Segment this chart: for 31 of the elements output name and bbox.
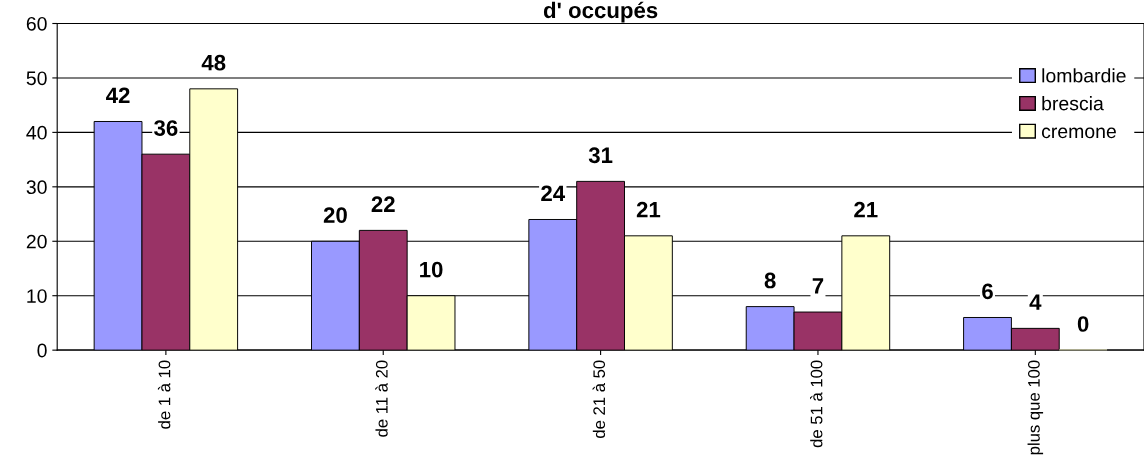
y-tick-label: 20 — [26, 234, 47, 249]
data-label: 10 — [420, 261, 443, 278]
legend-label: lombardie — [1042, 68, 1126, 83]
y-tick-label: 40 — [26, 125, 47, 140]
x-tick-label: de 11 à 20 — [375, 360, 388, 437]
legend-label: brescia — [1042, 96, 1104, 111]
data-label: 42 — [106, 87, 130, 103]
data-label: 0 — [1077, 316, 1089, 332]
x-tick-label: de 21 à 50 — [592, 360, 606, 438]
data-label: 36 — [154, 120, 178, 136]
data-label: 7 — [812, 278, 824, 294]
data-label: 22 — [371, 196, 395, 212]
data-label: 6 — [982, 283, 993, 300]
y-tick-label: 0 — [37, 343, 47, 358]
data-label: 21 — [854, 201, 878, 218]
chart-title: d' occupés — [543, 1, 658, 23]
legend-label: cremone — [1041, 127, 1116, 139]
x-tick-label: plus que 100 — [1027, 360, 1044, 455]
data-label: 4 — [1029, 294, 1042, 310]
data-label: 31 — [588, 147, 613, 164]
data-label: 8 — [764, 272, 776, 289]
y-tick-label: 60 — [26, 16, 47, 31]
y-tick-label: 30 — [26, 180, 47, 195]
data-label: 24 — [541, 185, 566, 201]
data-label: 20 — [323, 207, 347, 223]
data-label: 21 — [636, 201, 661, 218]
x-tick-label: de 51 à 100 — [810, 360, 823, 448]
y-tick-label: 50 — [26, 71, 47, 86]
x-tick-label: de 1 à 10 — [157, 360, 171, 429]
data-label: 48 — [201, 54, 226, 71]
y-tick-label: 10 — [27, 289, 47, 303]
